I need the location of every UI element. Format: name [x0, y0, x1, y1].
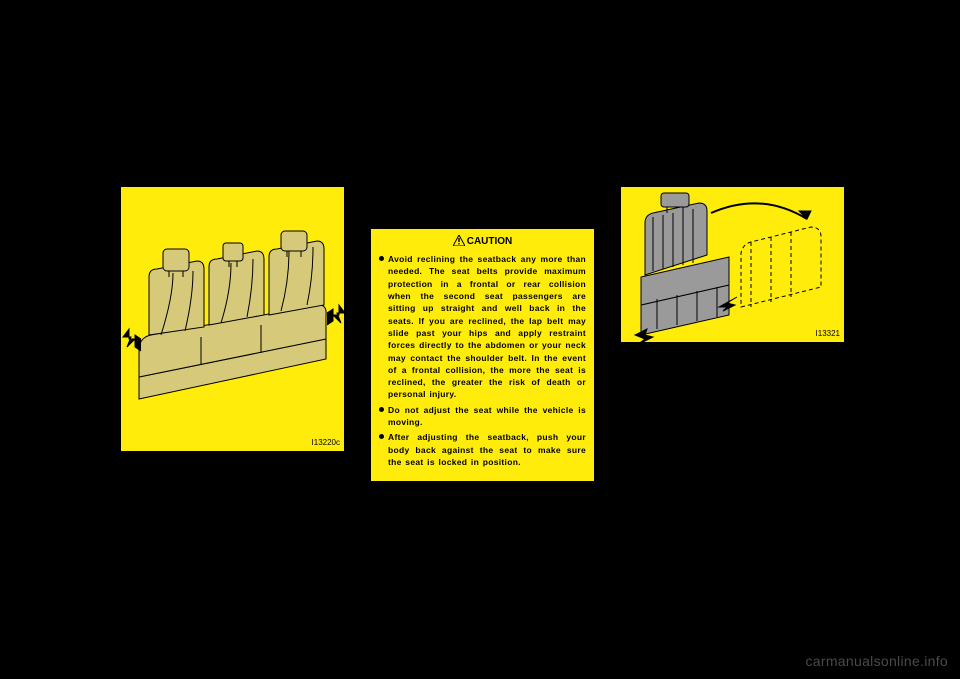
caution-header: CAUTION: [379, 235, 586, 247]
seatback-adjust-illustration: I13220c: [120, 186, 345, 452]
caution-label: CAUTION: [467, 236, 513, 247]
watermark: carmanualsonline.info: [806, 653, 949, 669]
illustration-code: I13220c: [312, 438, 340, 447]
warning-triangle-icon: [453, 235, 465, 246]
illustration-panel: I13321: [620, 186, 845, 343]
tumble-seat-illustration: I13321: [620, 186, 845, 343]
caution-box: CAUTION Avoid reclining the seatback any…: [370, 228, 595, 482]
illustration-panel: I13220c: [120, 186, 345, 452]
caution-item: Avoid reclining the seatback any more th…: [379, 253, 586, 401]
caution-list: Avoid reclining the seatback any more th…: [379, 253, 586, 468]
manual-page: I13220c CAUTION Avoid reclining the seat…: [0, 0, 960, 679]
illustration-code: I13321: [816, 329, 840, 338]
caution-item: After adjusting the seatback, push your …: [379, 431, 586, 468]
fold-seat-drawing: [621, 187, 845, 343]
caution-item: Do not adjust the seat while the vehicle…: [379, 404, 586, 429]
bench-seat-drawing: [121, 187, 345, 452]
